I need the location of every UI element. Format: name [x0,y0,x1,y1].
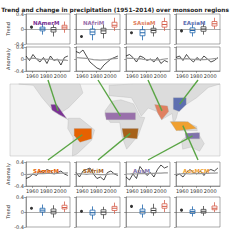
svg-text:2000: 2000 [104,73,117,79]
svg-text:2000: 2000 [104,188,117,194]
svg-text:1960: 1960 [26,188,39,194]
svg-text:2000: 2000 [54,73,67,79]
svg-text:1980: 1980 [190,188,203,194]
svg-text:2000: 2000 [54,188,67,194]
svg-text:0.4: 0.4 [16,194,24,200]
svg-text:0: 0 [21,209,24,215]
svg-text:1980: 1980 [90,188,103,194]
svg-text:Anomaly: Anomaly [5,48,12,70]
svg-text:1980: 1980 [140,188,153,194]
svg-text:1960: 1960 [126,188,139,194]
svg-text:2000: 2000 [204,73,217,79]
svg-text:2000: 2000 [154,73,167,79]
svg-text:-0.4: -0.4 [14,183,24,189]
svg-text:0.4: 0.4 [16,44,24,50]
svg-text:SAfriM: SAfriM [83,168,104,174]
svg-text:1980: 1980 [90,73,103,79]
svg-text:0: 0 [21,56,24,62]
svg-text:Anomaly: Anomaly [5,163,12,185]
svg-text:EAsiaM: EAsiaM [183,20,205,26]
svg-text:Trend: Trend [5,22,11,37]
svg-text:1960: 1960 [26,73,39,79]
svg-text:AusMCM: AusMCM [183,168,209,174]
svg-text:1960: 1960 [126,73,139,79]
svg-text:1960: 1960 [176,188,189,194]
svg-text:0.4: 0.4 [16,159,24,165]
svg-text:Trend: Trend [5,205,11,220]
svg-text:NAfriM: NAfriM [83,20,104,26]
svg-text:1980: 1980 [40,188,53,194]
svg-text:2000: 2000 [154,188,167,194]
svg-text:SAmerM: SAmerM [33,168,59,174]
svg-text:1960: 1960 [76,188,89,194]
svg-text:0: 0 [21,171,24,177]
svg-text:-0.4: -0.4 [14,68,24,74]
svg-text:1960: 1960 [76,73,89,79]
svg-text:1980: 1980 [190,73,203,79]
svg-text:SAsiaM: SAsiaM [133,20,156,26]
svg-text:0: 0 [21,26,24,32]
svg-text:1980: 1980 [140,73,153,79]
svg-text:0.4: 0.4 [16,11,24,17]
svg-text:1980: 1980 [40,73,53,79]
svg-text:-0.4: -0.4 [14,224,24,230]
svg-text:Trend and change in precipitat: Trend and change in precipitation (1951–… [1,7,229,14]
svg-text:AusM: AusM [133,168,150,174]
svg-text:1960: 1960 [176,73,189,79]
svg-text:NAmerM: NAmerM [33,20,60,26]
svg-text:2000: 2000 [204,188,217,194]
